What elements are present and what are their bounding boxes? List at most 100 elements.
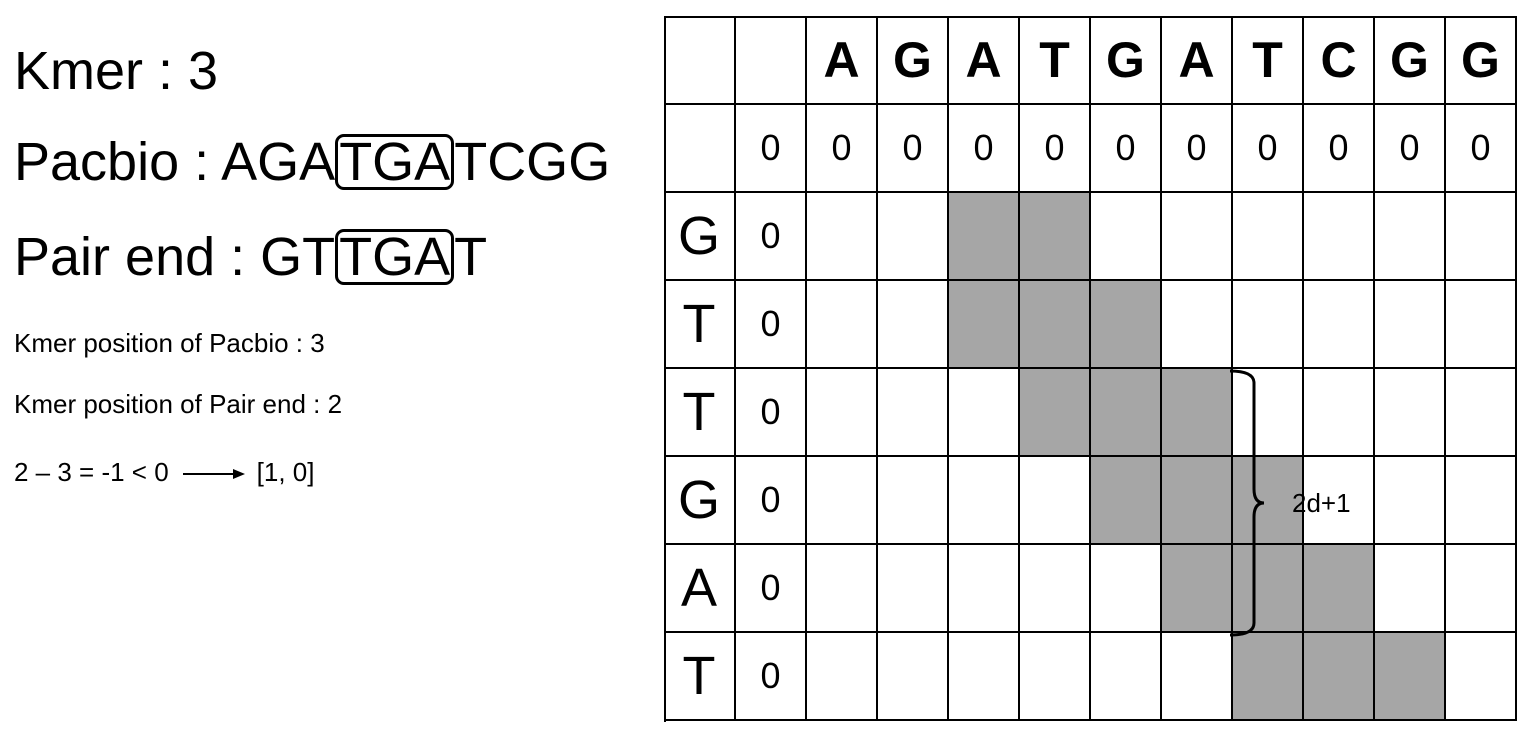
pacbio-prefix: Pacbio : AGA <box>14 132 336 192</box>
zero-row-cell: 0 <box>1233 105 1304 193</box>
matrix-cell <box>1233 193 1304 281</box>
matrix-cell <box>807 457 878 545</box>
column-header-cell: A <box>807 16 878 105</box>
pacbio-kmer-box: TGA <box>335 134 455 190</box>
corner-cell <box>736 16 807 105</box>
matrix-cell <box>949 369 1020 457</box>
zero-row-cell: 0 <box>949 105 1020 193</box>
kmer-position-pacbio: Kmer position of Pacbio : 3 <box>14 328 325 358</box>
column-header-cell-text: G <box>1390 31 1429 88</box>
matrix-cell <box>1233 281 1304 369</box>
pair-end-suffix: T <box>454 227 488 287</box>
matrix-cell <box>807 193 878 281</box>
matrix-cell <box>1091 545 1162 633</box>
band-cell <box>1162 545 1233 633</box>
matrix-cell <box>1162 193 1233 281</box>
row-header-cell-text: A <box>680 558 718 618</box>
zero-row-cell: 0 <box>878 105 949 193</box>
zero-row-cell-text: 0 <box>831 127 852 168</box>
column-header-cell: T <box>1020 16 1091 105</box>
column-header-cell-text: G <box>893 31 932 88</box>
matrix-cell <box>949 633 1020 721</box>
row-header-cell: A <box>664 545 736 633</box>
matrix-cell <box>878 457 949 545</box>
pair-end-kmer-box: TGA <box>335 229 455 285</box>
band-cell <box>1091 369 1162 457</box>
column-header-cell: T <box>1233 16 1304 105</box>
column-header-cell-text: T <box>1252 31 1283 88</box>
matrix-cell <box>1446 281 1517 369</box>
row-header-cell-text: T <box>682 294 716 354</box>
matrix-cell <box>949 545 1020 633</box>
matrix-cell <box>807 545 878 633</box>
calculation-result: [1, 0] <box>256 457 315 487</box>
row-header-cell: T <box>664 281 736 369</box>
band-cell <box>1162 369 1233 457</box>
matrix-cell <box>807 281 878 369</box>
matrix-cell <box>1020 457 1091 545</box>
matrix-cell <box>1020 545 1091 633</box>
band-cell <box>1091 457 1162 545</box>
matrix-cell <box>1446 633 1517 721</box>
band-cell <box>1162 457 1233 545</box>
zero-row-cell: 0 <box>1020 105 1091 193</box>
matrix-cell <box>1304 193 1375 281</box>
matrix-cell <box>1304 369 1375 457</box>
matrix-cell <box>1091 633 1162 721</box>
matrix-cell <box>1304 281 1375 369</box>
zero-col-cell: 0 <box>736 545 807 633</box>
band-width-label: 2d+1 <box>1292 488 1351 518</box>
zero-row-cell: 0 <box>1091 105 1162 193</box>
zero-col-cell: 0 <box>736 457 807 545</box>
row-header-cell: G <box>664 193 736 281</box>
band-cell <box>1375 633 1446 721</box>
matrix-cell <box>1446 545 1517 633</box>
zero-col-cell: 0 <box>736 369 807 457</box>
matrix-cell <box>1375 193 1446 281</box>
matrix-cell <box>878 545 949 633</box>
row-header-cell: T <box>664 369 736 457</box>
zero-row-cell-text: 0 <box>1044 127 1065 168</box>
right-arrow-icon <box>182 469 245 480</box>
kmer-line: Kmer : 3 <box>14 41 219 101</box>
row-header-cell-text: G <box>677 206 720 266</box>
zero-row-cell-text: 0 <box>1399 127 1420 168</box>
zero-row-cell: 0 <box>1446 105 1517 193</box>
zero-row-cell: 0 <box>1375 105 1446 193</box>
band-cell <box>1304 633 1375 721</box>
column-header-cell: G <box>1446 16 1517 105</box>
matrix-cell <box>878 633 949 721</box>
zero-row-cell: 0 <box>736 105 807 193</box>
zero-col-cell-text: 0 <box>760 215 781 256</box>
column-header-cell-text: G <box>1106 31 1145 88</box>
zero-col-cell-text: 0 <box>760 479 781 520</box>
band-cell <box>1233 457 1304 545</box>
column-header-cell-text: C <box>1320 31 1357 88</box>
matrix-cell <box>1304 457 1375 545</box>
band-cell <box>1233 545 1304 633</box>
empty-cell <box>664 105 736 193</box>
calculation-expression: 2 – 3 = -1 < 0 <box>14 457 169 487</box>
column-header-cell-text: A <box>965 31 1002 88</box>
column-header-cell-text: T <box>1039 31 1070 88</box>
corner-cell <box>664 16 736 105</box>
column-header-cell-text: G <box>1461 31 1500 88</box>
band-cell <box>1233 633 1304 721</box>
zero-row-cell-text: 0 <box>760 127 781 168</box>
zero-col-cell-text: 0 <box>760 303 781 344</box>
zero-col-cell-text: 0 <box>760 391 781 432</box>
column-header-cell: A <box>949 16 1020 105</box>
zero-row-cell: 0 <box>807 105 878 193</box>
band-cell <box>949 281 1020 369</box>
row-header-cell-text: G <box>677 470 720 530</box>
matrix-cell <box>1020 633 1091 721</box>
column-header-cell: G <box>1375 16 1446 105</box>
row-header-cell-text: T <box>682 382 716 442</box>
band-cell <box>1020 193 1091 281</box>
right-brace-icon <box>1229 369 1265 637</box>
matrix-cell <box>949 457 1020 545</box>
matrix-cell <box>1162 633 1233 721</box>
matrix-cell <box>1446 457 1517 545</box>
column-header-cell: G <box>878 16 949 105</box>
matrix-cell <box>878 281 949 369</box>
